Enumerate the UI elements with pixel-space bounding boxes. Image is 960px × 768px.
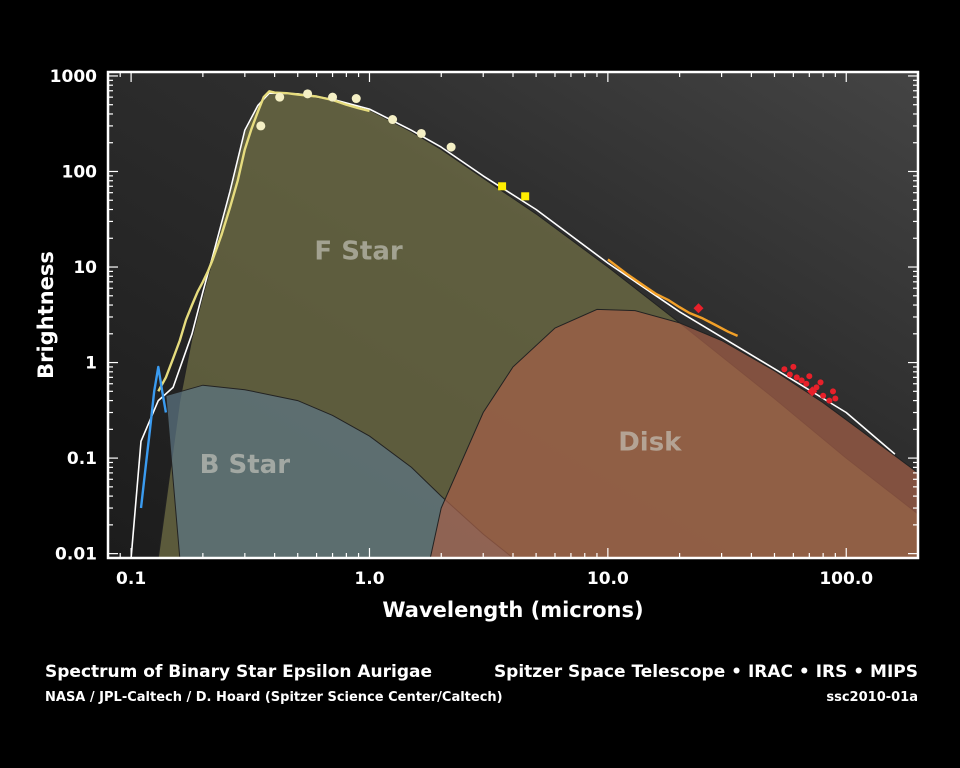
marker-dot-3-3 (793, 374, 800, 381)
component-regions (157, 93, 918, 558)
photometry-points (256, 89, 839, 404)
sed-chart: F Star B Star Disk 0.1 1.0 10.0 100.0 0.01 0.1 1… (34, 67, 920, 622)
marker-dot-3-7 (813, 384, 820, 391)
x-axis-label: Wavelength (microns) (382, 598, 643, 622)
marker-circle-0-4 (351, 94, 361, 104)
spectrum-line-3 (607, 258, 739, 337)
marker-circle-0-1 (275, 92, 285, 102)
region-label-disk: Disk (618, 428, 682, 458)
y-tick-label: 0.1 (67, 449, 97, 469)
marker-dot-3-2 (790, 363, 797, 370)
region-label-b-star: B Star (200, 450, 291, 480)
x-tick-label: 10.0 (587, 569, 629, 589)
marker-circle-0-7 (446, 142, 456, 152)
marker-dot-3-12 (832, 395, 839, 402)
marker-dot-3-10 (826, 397, 833, 404)
x-tick-label: 1.0 (354, 569, 384, 589)
caption-instruments: Spitzer Space Telescope • IRAC • IRS • M… (493, 662, 918, 682)
y-tick-label: 1 (85, 354, 97, 374)
y-tick-label: 10 (73, 258, 97, 278)
region-disk (429, 308, 918, 558)
caption-image-id: ssc2010-01a (826, 690, 918, 705)
x-tick-label: 0.1 (116, 569, 146, 589)
marker-circle-0-6 (416, 128, 426, 138)
spectra (130, 90, 896, 558)
caption-title: Spectrum of Binary Star Epsilon Aurigae (45, 662, 433, 682)
x-tick-label: 100.0 (819, 569, 873, 589)
marker-dot-3-4 (798, 377, 805, 384)
axis-ticks: 0.1 1.0 10.0 100.0 0.01 0.1 1 10 100 1000 (50, 67, 919, 589)
marker-circle-0-3 (328, 92, 338, 102)
marker-dot-3-1 (786, 371, 793, 378)
spectrum-line-2 (139, 365, 168, 509)
y-tick-label: 1000 (50, 67, 97, 87)
region-labels: F Star B Star Disk (200, 236, 683, 479)
marker-diamond-2-0 (693, 303, 704, 314)
marker-dot-3-5 (803, 380, 810, 387)
marker-dot-3-6 (806, 373, 813, 380)
marker-dot-3-9 (820, 392, 827, 399)
caption-credit: NASA / JPL-Caltech / D. Hoard (Spitzer S… (45, 690, 503, 705)
marker-circle-0-2 (303, 89, 313, 99)
marker-circle-0-0 (256, 121, 266, 131)
y-tick-label: 100 (62, 162, 98, 182)
y-axis-label: Brightness (34, 251, 58, 379)
marker-square-1-1 (521, 192, 530, 201)
marker-circle-0-5 (388, 115, 398, 125)
marker-square-1-0 (498, 182, 507, 191)
y-tick-label: 0.01 (55, 545, 97, 565)
marker-dot-3-8 (817, 379, 824, 386)
marker-dot-3-0 (781, 366, 788, 373)
spectrum-line-1 (157, 90, 370, 392)
region-label-f-star: F Star (314, 236, 403, 266)
marker-dot-3-11 (830, 388, 837, 395)
